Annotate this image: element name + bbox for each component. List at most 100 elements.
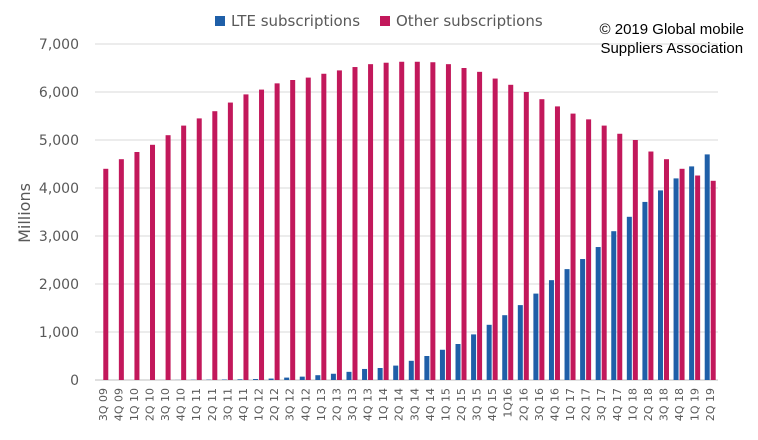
x-tick-label: 4Q 17: [611, 388, 624, 421]
other-bar: [554, 106, 560, 381]
x-tick-label: 1Q 10: [128, 388, 141, 421]
other-bar: [414, 61, 420, 380]
other-bar: [290, 80, 296, 380]
other-bar: [695, 175, 701, 380]
x-tick-label: 3Q 09: [97, 388, 110, 421]
copyright-credit: © 2019 Global mobile Suppliers Associati…: [600, 20, 744, 58]
lte-bar: [424, 356, 430, 380]
lte-bar: [284, 377, 290, 380]
x-tick-label: 4Q 13: [362, 388, 375, 421]
other-bar: [181, 125, 187, 380]
lte-bar: [346, 371, 352, 380]
y-tick-label: 1,000: [39, 325, 79, 341]
lte-bar: [362, 368, 368, 380]
lte-bar: [455, 344, 461, 380]
lte-bar: [673, 178, 679, 380]
x-tick-label: 1Q 13: [315, 388, 328, 421]
other-bar: [336, 70, 342, 381]
x-tick-label: 2Q 15: [455, 388, 468, 421]
x-tick-label: 2Q 11: [206, 388, 219, 421]
other-bar: [243, 94, 249, 381]
x-tick-label: 2Q 14: [393, 388, 406, 421]
x-tick-label: 4Q 16: [548, 388, 561, 421]
lte-bar: [330, 373, 336, 380]
other-bar: [461, 68, 467, 380]
x-tick-label: 4Q 14: [424, 388, 437, 421]
x-tick-label: 4Q 12: [299, 388, 312, 421]
other-bar: [352, 67, 358, 380]
x-tick-label: 2Q 17: [580, 388, 593, 421]
lte-bar: [580, 259, 586, 380]
x-tick-label: 1Q 14: [377, 388, 390, 421]
other-bar: [383, 62, 389, 380]
other-bar: [539, 99, 545, 380]
lte-bar: [611, 231, 617, 380]
legend-label: LTE subscriptions: [231, 12, 360, 30]
lte-bar: [486, 324, 492, 380]
lte-bar: [689, 166, 695, 380]
other-bar: [165, 135, 171, 380]
x-tick-label: 3Q 12: [284, 388, 297, 421]
other-bar: [399, 61, 405, 380]
other-bar: [679, 168, 685, 380]
other-bar: [445, 64, 451, 380]
lte-bar: [408, 360, 414, 380]
other-bar: [430, 62, 436, 381]
other-bar: [523, 92, 529, 380]
other-bar: [305, 77, 311, 380]
other-bar: [196, 118, 202, 381]
other-bar: [601, 125, 607, 380]
other-bar: [368, 64, 374, 380]
x-tick-label: 3Q 11: [221, 388, 234, 421]
x-axis-ticks: 3Q 09 4Q 09 1Q 10 2Q 10 3Q 10 4Q 10 1Q 11 2Q 11…: [97, 388, 717, 421]
x-tick-label: 3Q 14: [408, 388, 421, 421]
other-bar: [586, 119, 592, 381]
x-tick-label: 2Q 10: [144, 388, 157, 421]
lte-bar: [237, 379, 243, 380]
y-tick-label: 3,000: [39, 229, 79, 245]
other-bar: [710, 180, 716, 380]
other-bar: [570, 113, 576, 380]
credit-line-1: © 2019 Global mobile: [599, 21, 744, 38]
x-tick-label: 3Q 17: [595, 388, 608, 421]
other-bar: [212, 111, 218, 380]
lte-bar: [564, 269, 570, 380]
y-axis-label: Millions: [15, 183, 34, 243]
x-tick-label: 4Q 11: [237, 388, 250, 421]
other-bar: [477, 71, 483, 380]
x-tick-label: 3Q 18: [657, 388, 670, 421]
other-bar: [259, 89, 265, 380]
x-tick-label: 3Q 10: [159, 388, 172, 421]
x-tick-label: 1Q 12: [253, 388, 266, 421]
lte-bar: [502, 315, 508, 380]
x-tick-label: 1Q 11: [190, 388, 203, 421]
lte-bar: [377, 368, 383, 380]
other-bar: [134, 152, 140, 380]
other-bar: [663, 159, 669, 380]
lte-bar: [315, 375, 321, 380]
lte-bar: [533, 293, 539, 380]
x-tick-label: 3Q 15: [471, 388, 484, 421]
x-tick-label: 2Q 13: [330, 388, 343, 421]
lte-bar: [268, 378, 274, 380]
other-bar: [103, 168, 109, 380]
other-bar: [321, 73, 327, 380]
x-tick-label: 2Q 19: [704, 388, 717, 421]
x-tick-label: 4Q 18: [673, 388, 686, 421]
y-tick-label: 2,000: [39, 277, 79, 293]
other-bar: [150, 144, 156, 380]
legend-swatch: [380, 16, 390, 26]
bars: [103, 61, 716, 381]
gridlines: [95, 43, 718, 381]
x-tick-label: 2Q 12: [268, 388, 281, 421]
lte-bar: [704, 154, 710, 380]
x-tick-label: 1Q 15: [439, 388, 452, 421]
y-axis-ticks: 0 1,000 2,000 3,000 4,000 5,000 6,000 7,000: [39, 37, 79, 389]
legend-swatch: [215, 16, 225, 26]
y-tick-label: 0: [70, 373, 79, 389]
other-bar: [227, 102, 233, 380]
lte-bar: [393, 365, 399, 380]
legend-label: Other subscriptions: [396, 12, 543, 30]
lte-bar: [299, 376, 305, 380]
